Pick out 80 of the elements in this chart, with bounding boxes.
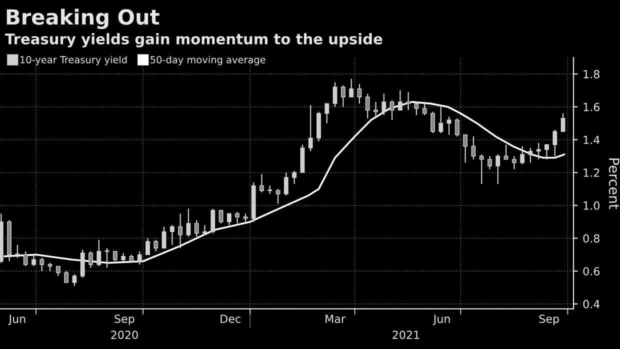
candlestick bbox=[178, 213, 183, 249]
candlestick bbox=[235, 211, 240, 224]
x-tick-label: Sep bbox=[539, 314, 559, 326]
y-tick-label: 0.4 bbox=[583, 300, 600, 308]
candlestick bbox=[15, 244, 20, 259]
candlestick bbox=[488, 156, 492, 170]
candlestick bbox=[520, 146, 525, 165]
y-tick-label: 1.0 bbox=[584, 201, 600, 210]
x-tick-label: Jun bbox=[432, 314, 450, 326]
legend-label: 50-day moving average bbox=[150, 56, 266, 66]
x-tick-label: Jun bbox=[8, 314, 26, 326]
candlestick bbox=[365, 93, 370, 119]
candlestick bbox=[544, 144, 549, 160]
candlestick bbox=[112, 250, 118, 262]
candlestick bbox=[552, 129, 558, 157]
candlestick bbox=[32, 254, 36, 267]
candlestick bbox=[560, 112, 566, 132]
candlestick bbox=[186, 208, 191, 238]
y-axis-title: Percent bbox=[608, 158, 620, 210]
candlestick bbox=[332, 82, 338, 108]
candlestick bbox=[23, 250, 28, 267]
x-tick-label: Mar bbox=[326, 314, 346, 324]
candlestick bbox=[422, 101, 427, 116]
x-tick-label: Sep bbox=[114, 314, 134, 326]
candlestick bbox=[504, 144, 508, 160]
candlestick bbox=[536, 142, 541, 160]
candlestick bbox=[496, 154, 500, 185]
candlestick bbox=[512, 156, 516, 170]
candlestick bbox=[56, 266, 60, 277]
candlestick bbox=[374, 101, 378, 118]
candlestick bbox=[414, 101, 419, 116]
candlestick bbox=[40, 257, 44, 272]
candlestick bbox=[479, 154, 484, 185]
y-tick-label: 0.6 bbox=[583, 267, 600, 276]
candlestick bbox=[170, 224, 174, 246]
candlestick bbox=[390, 100, 394, 121]
chart-title: Breaking Out bbox=[6, 8, 160, 30]
candlestick bbox=[218, 210, 224, 224]
chart-subtitle: Treasury yields gain momentum to the upside bbox=[5, 33, 382, 48]
candlestick bbox=[64, 270, 69, 284]
candlestick bbox=[226, 213, 232, 226]
y-tick-label: 0.8 bbox=[583, 234, 600, 243]
candlestick bbox=[406, 92, 411, 111]
candlestick bbox=[438, 106, 444, 134]
x2-tick-label: 2021 bbox=[392, 330, 420, 340]
candlestick bbox=[88, 250, 93, 268]
candlestick bbox=[292, 170, 297, 185]
candlestick bbox=[528, 147, 533, 164]
y-tick-label: 1.4 bbox=[584, 136, 600, 144]
candlestick bbox=[357, 83, 362, 104]
candlestick bbox=[137, 250, 142, 266]
x2-tick-label: 2020 bbox=[111, 330, 138, 340]
candlestick bbox=[162, 226, 166, 249]
y-tick-label: 1.8 bbox=[584, 70, 600, 78]
candlestick bbox=[430, 111, 435, 134]
candlestick bbox=[382, 93, 386, 116]
candlestick bbox=[80, 249, 85, 278]
y-tick-label: 1.6 bbox=[584, 102, 600, 112]
candlestick bbox=[340, 84, 346, 108]
candlestick bbox=[446, 116, 452, 136]
candlestick bbox=[324, 103, 330, 124]
candlestick bbox=[454, 118, 460, 137]
candlestick bbox=[146, 238, 150, 256]
line-series bbox=[4, 101, 566, 264]
candlestick bbox=[72, 274, 77, 286]
x-tick-label: Dec bbox=[220, 314, 240, 324]
candlestick bbox=[284, 172, 288, 196]
candlestick bbox=[96, 239, 102, 267]
legend-label: 10-year Treasury yield bbox=[20, 56, 127, 66]
candlestick bbox=[194, 220, 199, 238]
candlestick bbox=[154, 239, 158, 252]
candlestick bbox=[349, 78, 354, 98]
candlestick bbox=[308, 104, 313, 152]
candlestick bbox=[471, 136, 476, 160]
candlestick bbox=[202, 224, 207, 236]
candlestick bbox=[463, 134, 468, 164]
candlestick bbox=[398, 90, 402, 111]
candlestick bbox=[210, 208, 216, 234]
y-tick-label: 1.2 bbox=[584, 168, 600, 177]
candlestick bbox=[260, 174, 264, 193]
